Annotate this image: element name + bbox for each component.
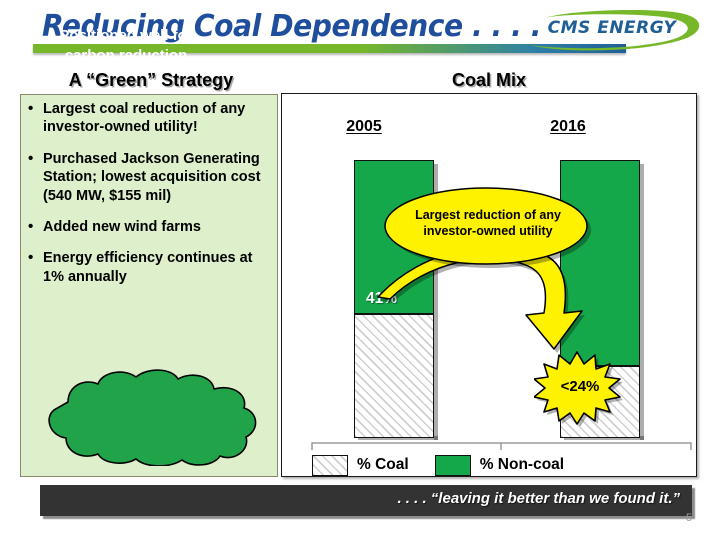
page-title: Reducing Coal Dependence . . . . (42, 9, 541, 44)
callout-ellipse (382, 184, 594, 270)
x-axis (311, 438, 692, 450)
logo-wordmark: CMS ENERGY (548, 18, 678, 38)
legend-label-coal: % Coal (357, 456, 409, 473)
chart-heading: Coal Mix (451, 70, 526, 90)
bar-2016-noncoal (560, 160, 640, 366)
slide-number: 5 (686, 512, 693, 524)
list-item: Energy efficiency continues at 1% annual… (28, 248, 276, 286)
left-section-heading: A “Green” Strategy (68, 70, 234, 90)
chart-legend: % Coal % Non-coal (312, 452, 682, 478)
footer-banner: . . . . “leaving it better than we found… (40, 485, 692, 516)
starburst-badge (533, 350, 626, 427)
axis-label-2005: 2005 (346, 118, 382, 135)
bar-shadow-2005-b (358, 436, 438, 440)
bar-2005-coal (354, 314, 434, 438)
legend-swatch-noncoal (434, 454, 471, 476)
cloud-callout (28, 363, 280, 466)
cms-energy-logo: CMS ENERGY (524, 6, 707, 52)
bar-shadow-2005 (434, 164, 438, 440)
bar-shadow-2016 (640, 164, 644, 440)
list-item: Purchased Jackson Generating Station; lo… (28, 149, 276, 205)
legend-label-noncoal: % Non-coal (479, 456, 565, 473)
footer-tagline: . . . . “leaving it better than we found… (397, 490, 680, 507)
bullet-list: Largest coal reduction of any investor-o… (28, 99, 276, 299)
list-item: Added new wind farms (28, 217, 276, 236)
coal-mix-chart: 2005 2016 41% (281, 93, 697, 477)
title-underline-bar (33, 44, 626, 53)
bar-shadow-2016-b (564, 436, 644, 440)
axis-label-2016: 2016 (550, 118, 586, 135)
legend-swatch-coal (312, 454, 348, 476)
list-item: Largest coal reduction of any investor-o… (28, 99, 276, 137)
